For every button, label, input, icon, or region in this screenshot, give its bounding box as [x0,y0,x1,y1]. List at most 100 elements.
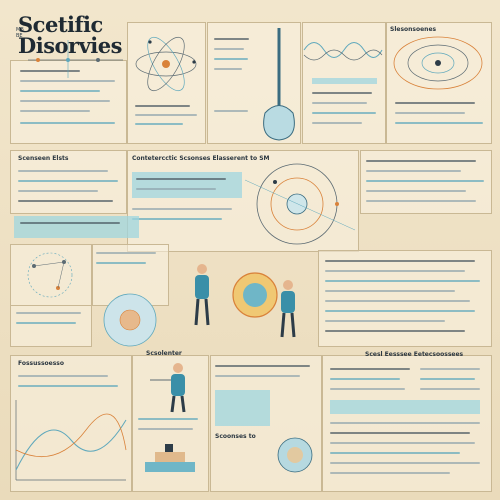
text-line [325,310,475,312]
scientist-figures [194,264,296,338]
title-line-2: Disorvies [18,33,122,58]
text-line [96,262,146,264]
panel-right-text [318,250,492,347]
highlight-bar [312,78,377,84]
ship-illustration [145,444,195,472]
text-line [214,58,248,60]
text-line [325,290,455,292]
text-line [20,222,120,224]
text-line [330,422,480,424]
text-line [138,428,193,430]
text-line [366,190,466,192]
cell-diagram [103,293,157,347]
text-line [18,170,108,172]
highlight-band [14,216,139,238]
orbits-diagram [393,36,483,90]
panel-mid-left-header: Scenseen Elsts [18,155,69,162]
scientist-figure-left [194,264,210,326]
graph-diagram [15,400,127,481]
text-line [132,208,232,210]
orbital-system-diagram [244,163,356,245]
highlight-box [132,172,242,198]
text-line [330,368,410,370]
scientist-figure-right [280,280,296,338]
text-line [366,180,484,182]
image-thumbnail [215,390,270,426]
text-line [96,252,156,254]
scientist-figure-bottom [150,363,186,413]
panel-mid-center [127,150,359,252]
text-line [18,180,118,182]
text-line [330,472,450,474]
text-line [20,90,100,92]
text-line [312,112,376,114]
text-line [366,160,476,162]
text-line [18,375,108,377]
panel-bottom-right-header: Scesl Eesssee Eetecsoossees [365,351,464,358]
text-line [325,260,475,262]
text-line [420,368,480,370]
text-line [135,105,190,107]
text-line [330,452,460,454]
text-line [325,300,470,302]
text-line [18,385,118,387]
text-line [325,280,480,282]
text-line [135,114,197,116]
wave-diagram [303,42,383,61]
text-line [420,388,480,390]
text-line [330,388,405,390]
globe-diagram [277,437,313,473]
text-line [135,123,183,125]
text-line [312,122,362,124]
timeline-diagram [28,40,123,78]
text-line [214,38,249,40]
sample-box-header: Scoonses to [215,433,256,440]
panel-mid-left [10,150,127,214]
title-line-1: Scetific [18,12,103,37]
text-line [20,110,90,112]
text-line [215,375,300,377]
text-line [214,110,248,112]
text-line [330,442,475,444]
text-line [214,68,242,70]
text-line [20,122,115,124]
atom-diagram [135,36,197,92]
tab-label: Slesonsoenes [390,26,437,33]
text-line [366,170,461,172]
text-line [330,378,400,380]
panel-mid-center-header: Contetercctic Scsonses Elasserent to SM [132,155,270,162]
text-line [420,378,475,380]
text-line [138,418,198,420]
text-line [132,218,222,220]
text-line [395,102,475,104]
text-line [325,330,465,332]
panel-bottom-left [10,355,132,492]
panel-network [10,244,92,306]
text-line [395,112,465,114]
text-line [18,200,113,202]
panel-top-left [10,60,127,144]
text-line [325,270,465,272]
network-diagram [27,252,73,298]
highlight-strip [330,400,480,414]
text-line [215,365,310,367]
text-line [20,100,110,102]
text-line [214,48,244,50]
text-line [325,320,445,322]
text-line [20,80,115,82]
panel-bottom-left-header: Fossussoesso [18,360,64,367]
text-line [16,312,81,314]
poster-title: Scetific Disorvies [18,14,122,56]
text-line [312,92,372,94]
text-line [395,122,483,124]
text-line [18,190,98,192]
flask-diagram [263,28,295,141]
text-line [330,432,470,434]
text-line [20,70,80,72]
text-line [330,462,480,464]
text-line [136,188,216,190]
text-line [312,102,367,104]
text-line [16,322,76,324]
text-line [136,178,226,180]
